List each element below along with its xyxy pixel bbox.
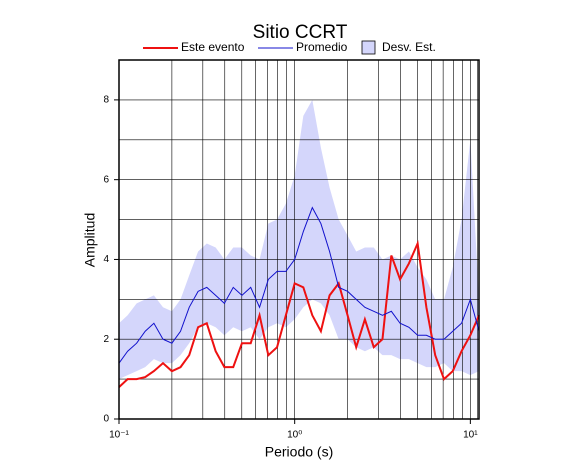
legend-label: Promedio bbox=[296, 40, 348, 54]
series-line bbox=[118, 206, 480, 364]
chart-title: Sitio CCRT bbox=[253, 22, 348, 43]
y-tick-label: 0 bbox=[103, 414, 109, 425]
y-tick-label: 2 bbox=[103, 334, 109, 345]
x-tick-label: 10¹ bbox=[463, 430, 478, 441]
legend-label: Desv. Est. bbox=[382, 40, 436, 54]
std-band bbox=[119, 99, 479, 380]
x-tick-label: 10⁰ bbox=[287, 430, 302, 441]
x-tick-label: 10⁻¹ bbox=[109, 430, 129, 441]
legend-label: Este evento bbox=[181, 40, 245, 54]
legend-swatch bbox=[361, 40, 376, 55]
plot-frame bbox=[118, 59, 480, 420]
x-axis-label: Periodo (s) bbox=[265, 444, 333, 460]
series-line bbox=[118, 239, 480, 388]
y-tick-label: 4 bbox=[103, 254, 109, 265]
y-tick-label: 8 bbox=[103, 95, 109, 106]
y-tick-label: 6 bbox=[103, 174, 109, 185]
y-axis-label: Amplitud bbox=[82, 213, 98, 267]
